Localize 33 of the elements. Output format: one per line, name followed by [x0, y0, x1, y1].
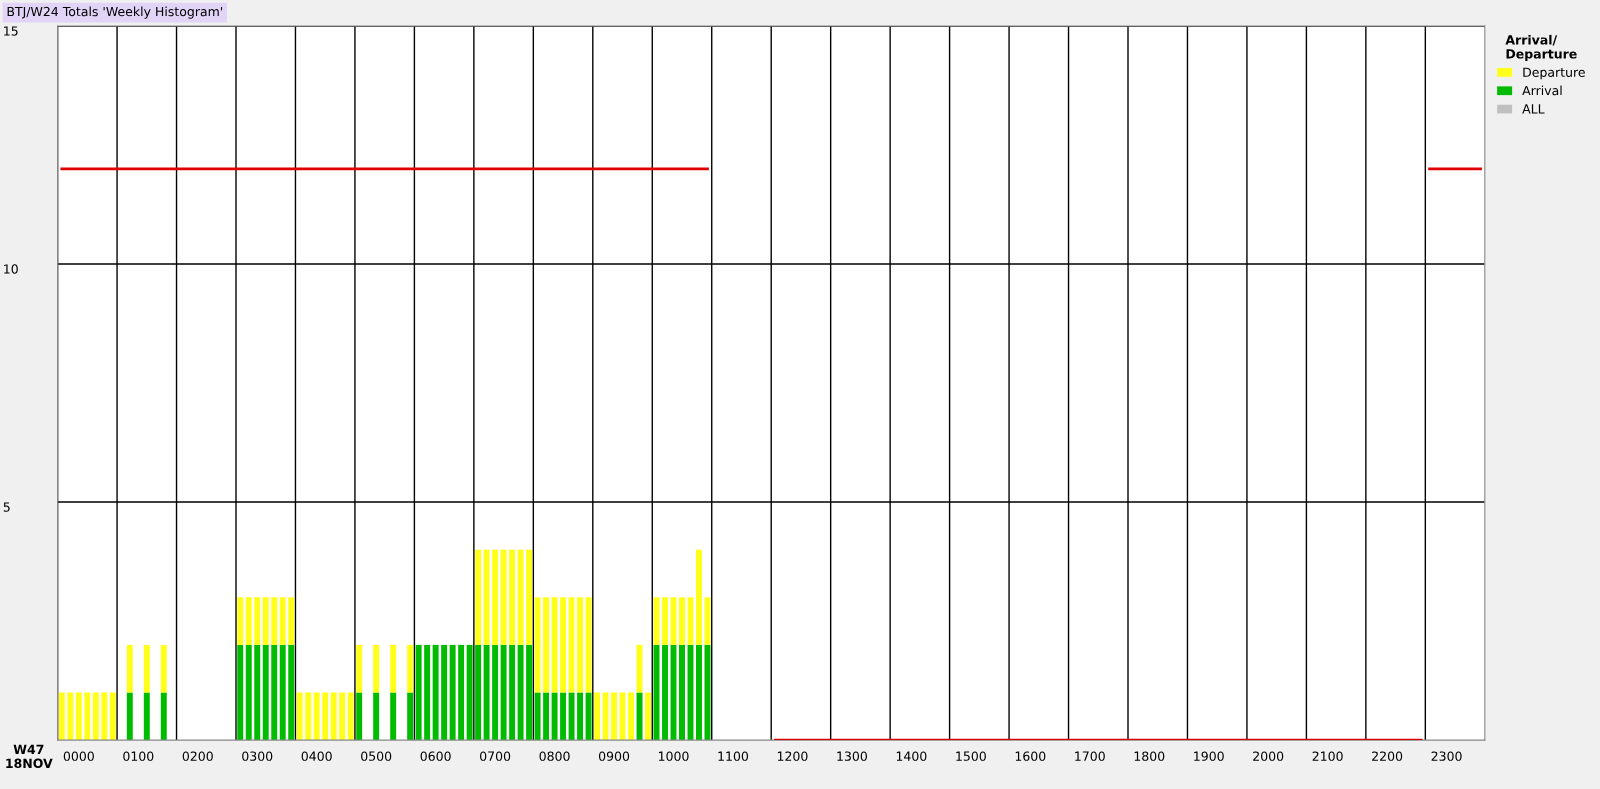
x-tick-label: 1900 [1194, 751, 1224, 761]
y-tick-label: 10 [4, 264, 18, 274]
legend-label: Departure [1523, 67, 1585, 80]
x-tick-label: 1800 [1134, 751, 1165, 761]
x-tick-label: 1400 [896, 751, 927, 761]
x-tick-label: 0500 [361, 751, 392, 761]
x-tick-label: 0900 [598, 751, 630, 761]
chart-title: BTJ/W24 Totals 'Weekly Histogram' [7, 6, 223, 19]
x-tick-label: 0800 [539, 751, 570, 761]
x-tick-label: 1700 [1075, 751, 1105, 761]
x-tick-label: 1500 [956, 751, 986, 761]
x-tick-label: 2000 [1253, 751, 1284, 761]
x-tick-label: 0200 [182, 751, 213, 761]
x-tick-label: 0700 [480, 751, 511, 761]
x-tick-label: 1100 [718, 751, 749, 761]
x-tick-label: 1300 [837, 751, 867, 761]
x-tick-label: 2100 [1312, 751, 1343, 761]
y-tick-label: 15 [4, 26, 18, 36]
legend-label: Arrival [1522, 85, 1562, 96]
text: W47 18NOV [6, 744, 53, 769]
x-tick-label: 2200 [1372, 751, 1403, 761]
x-tick-label: 0300 [242, 751, 273, 761]
x-tick-label: 1600 [1015, 751, 1046, 761]
legend-title: Arrival/ Departure [1505, 34, 1577, 62]
x-tick-label: 1000 [658, 751, 689, 761]
x-tick-label: 0400 [301, 751, 332, 761]
x-tick-label: 0000 [63, 751, 94, 761]
x-tick-label: 0100 [123, 751, 154, 761]
legend-label: ALL [1522, 104, 1545, 114]
x-tick-label: 0600 [420, 751, 451, 761]
x-tick-label: 1200 [777, 751, 808, 761]
x-tick-label: 2300 [1431, 751, 1462, 761]
y-tick-label: 5 [3, 502, 10, 512]
